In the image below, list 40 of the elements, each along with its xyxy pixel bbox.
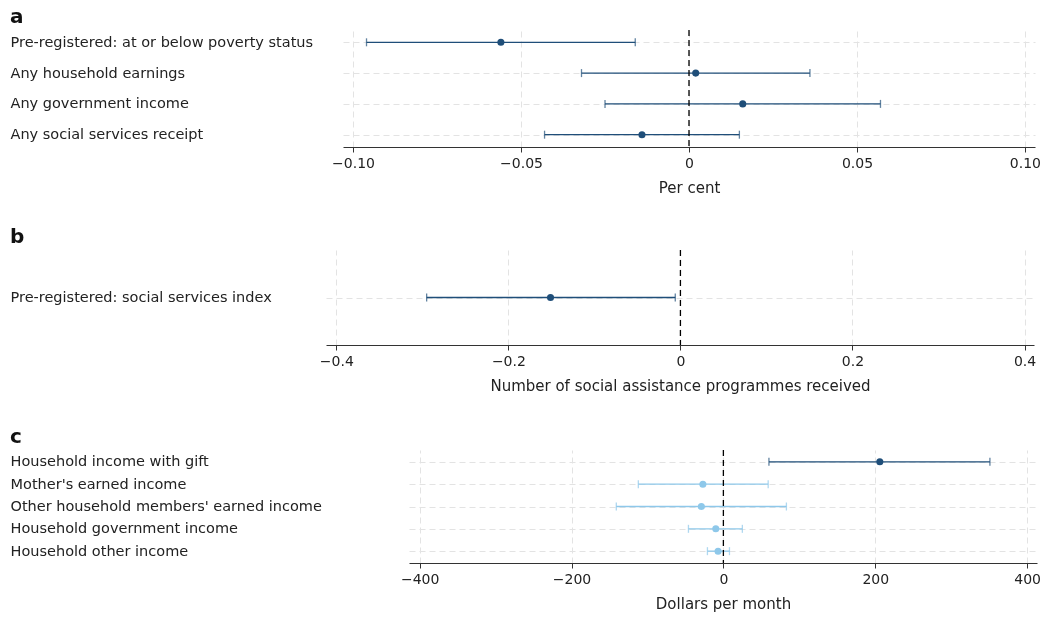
point (497, 38, 505, 46)
y-tick-label: Household other income (10, 542, 189, 559)
x-tick-label: 0 (685, 154, 694, 171)
y-tick-label: Pre-registered: social services index (10, 289, 273, 305)
text: c (10, 424, 22, 449)
point (739, 100, 747, 108)
x-tick-label: 0.10 (1009, 154, 1041, 171)
x-tick-label: −0.4 (319, 352, 354, 369)
x-tick-label: 0 (676, 352, 686, 369)
point (697, 502, 705, 511)
point (714, 547, 722, 555)
y-tick-label: Household income with gift (10, 453, 210, 470)
x-tick-label: −0.05 (500, 154, 543, 171)
x-tick-label: 0 (719, 570, 729, 587)
x-axis-title: Per cent (658, 178, 721, 197)
x-axis-title: Number of social assistance programmes received (490, 376, 871, 395)
x-tick-label: 0.4 (1013, 352, 1037, 369)
point (638, 131, 646, 139)
y-tick-label: Any social services receipt (10, 126, 204, 143)
point (692, 69, 700, 77)
point (699, 480, 707, 488)
text: b (10, 224, 25, 249)
x-tick-label: −0.10 (332, 154, 376, 171)
y-tick-label: Other household members' earned income (10, 498, 322, 514)
x-axis-title: Dollars per month (655, 594, 792, 613)
y-tick-label: Pre-registered: at or below poverty status (10, 33, 314, 50)
y-tick-label: Any household earnings (10, 64, 186, 81)
text: a (10, 4, 24, 29)
x-tick-label: −400 (400, 570, 440, 587)
x-tick-label: 0.05 (841, 154, 874, 171)
point (876, 458, 884, 466)
y-tick-label: Household government income (10, 520, 239, 537)
y-tick-label: Mother's earned income (10, 475, 187, 492)
x-tick-label: −200 (552, 570, 592, 587)
y-tick-label: Any government income (10, 95, 189, 112)
x-tick-label: 0.2 (841, 352, 865, 369)
x-tick-label: 200 (862, 570, 890, 587)
point (712, 525, 720, 533)
x-tick-label: 400 (1014, 570, 1041, 587)
x-tick-label: −0.2 (491, 352, 526, 369)
